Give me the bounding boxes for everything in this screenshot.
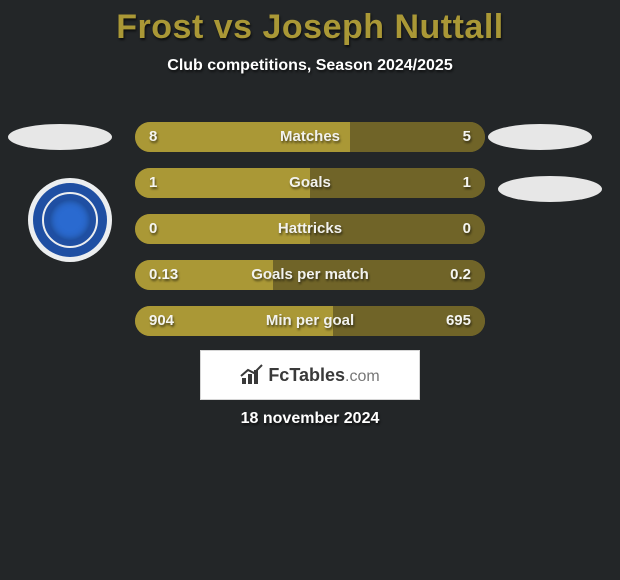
comparison-card: Frost vs Joseph Nuttall Club competition… (0, 0, 620, 580)
stat-value-right: 5 (463, 122, 471, 152)
stat-label: Hattricks (135, 214, 485, 244)
stat-value-right: 695 (446, 306, 471, 336)
stat-label: Matches (135, 122, 485, 152)
club-badge-left (28, 178, 112, 262)
source-logo[interactable]: FcTables.com (200, 350, 420, 400)
stat-value-right: 0 (463, 214, 471, 244)
right-ellipse-2 (498, 176, 602, 202)
stat-value-right: 1 (463, 168, 471, 198)
stat-row: 0.13Goals per match0.2 (135, 260, 485, 290)
stat-row: 904Min per goal695 (135, 306, 485, 336)
logo-brand: FcTables (268, 365, 345, 385)
date-label: 18 november 2024 (0, 410, 620, 428)
subtitle: Club competitions, Season 2024/2025 (0, 57, 620, 75)
stat-label: Min per goal (135, 306, 485, 336)
stats-table: 8Matches5 1Goals1 0Hattricks0 0.13Goals per… (135, 122, 485, 352)
logo-suffix: .com (345, 368, 380, 385)
stat-row: 0Hattricks0 (135, 214, 485, 244)
logo-text: FcTables.com (268, 365, 379, 386)
barchart-icon (240, 364, 264, 386)
stat-value-right: 0.2 (450, 260, 471, 290)
right-ellipse-top (488, 124, 592, 150)
page-title: Frost vs Joseph Nuttall (0, 0, 620, 47)
left-ellipse-top (8, 124, 112, 150)
stat-label: Goals (135, 168, 485, 198)
stat-row: 1Goals1 (135, 168, 485, 198)
stat-label: Goals per match (135, 260, 485, 290)
stat-row: 8Matches5 (135, 122, 485, 152)
